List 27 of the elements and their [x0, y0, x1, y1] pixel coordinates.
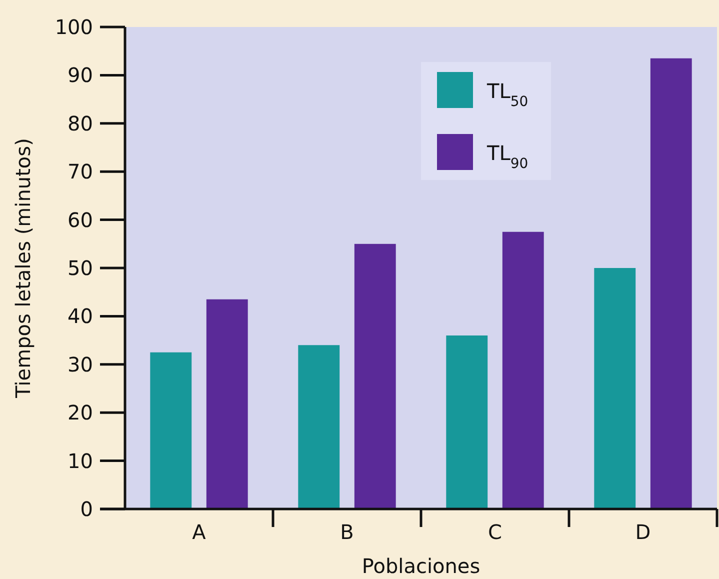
x-tick-label: C — [488, 520, 502, 544]
bar — [298, 345, 340, 509]
y-tick-label: 20 — [68, 400, 93, 425]
y-tick-label: 40 — [68, 304, 93, 328]
y-tick-label: 10 — [68, 448, 93, 473]
y-tick-label: 100 — [54, 15, 93, 39]
y-tick-label: 30 — [68, 352, 93, 376]
bar — [354, 244, 396, 509]
bar — [594, 268, 636, 509]
y-tick-label: 50 — [68, 256, 93, 280]
bar — [206, 299, 248, 509]
x-tick-label: B — [340, 520, 354, 544]
bar — [502, 232, 544, 509]
y-tick-label: 0 — [80, 497, 93, 521]
y-tick-label: 90 — [68, 63, 93, 88]
bar — [150, 352, 192, 509]
y-tick-label: 60 — [68, 208, 93, 232]
bar — [446, 335, 488, 509]
y-tick-label: 70 — [68, 160, 93, 184]
legend-label: TL$_{90}$ — [486, 141, 528, 172]
x-tick-label: A — [192, 520, 206, 544]
x-axis-title: Poblaciones — [362, 554, 480, 578]
legend-label: TL$_{50}$ — [486, 79, 528, 110]
y-axis-title: Tiempos letales (minutos) — [11, 138, 35, 399]
bar — [650, 58, 692, 509]
y-tick-label: 80 — [68, 111, 93, 136]
x-tick-label: D — [635, 520, 651, 544]
